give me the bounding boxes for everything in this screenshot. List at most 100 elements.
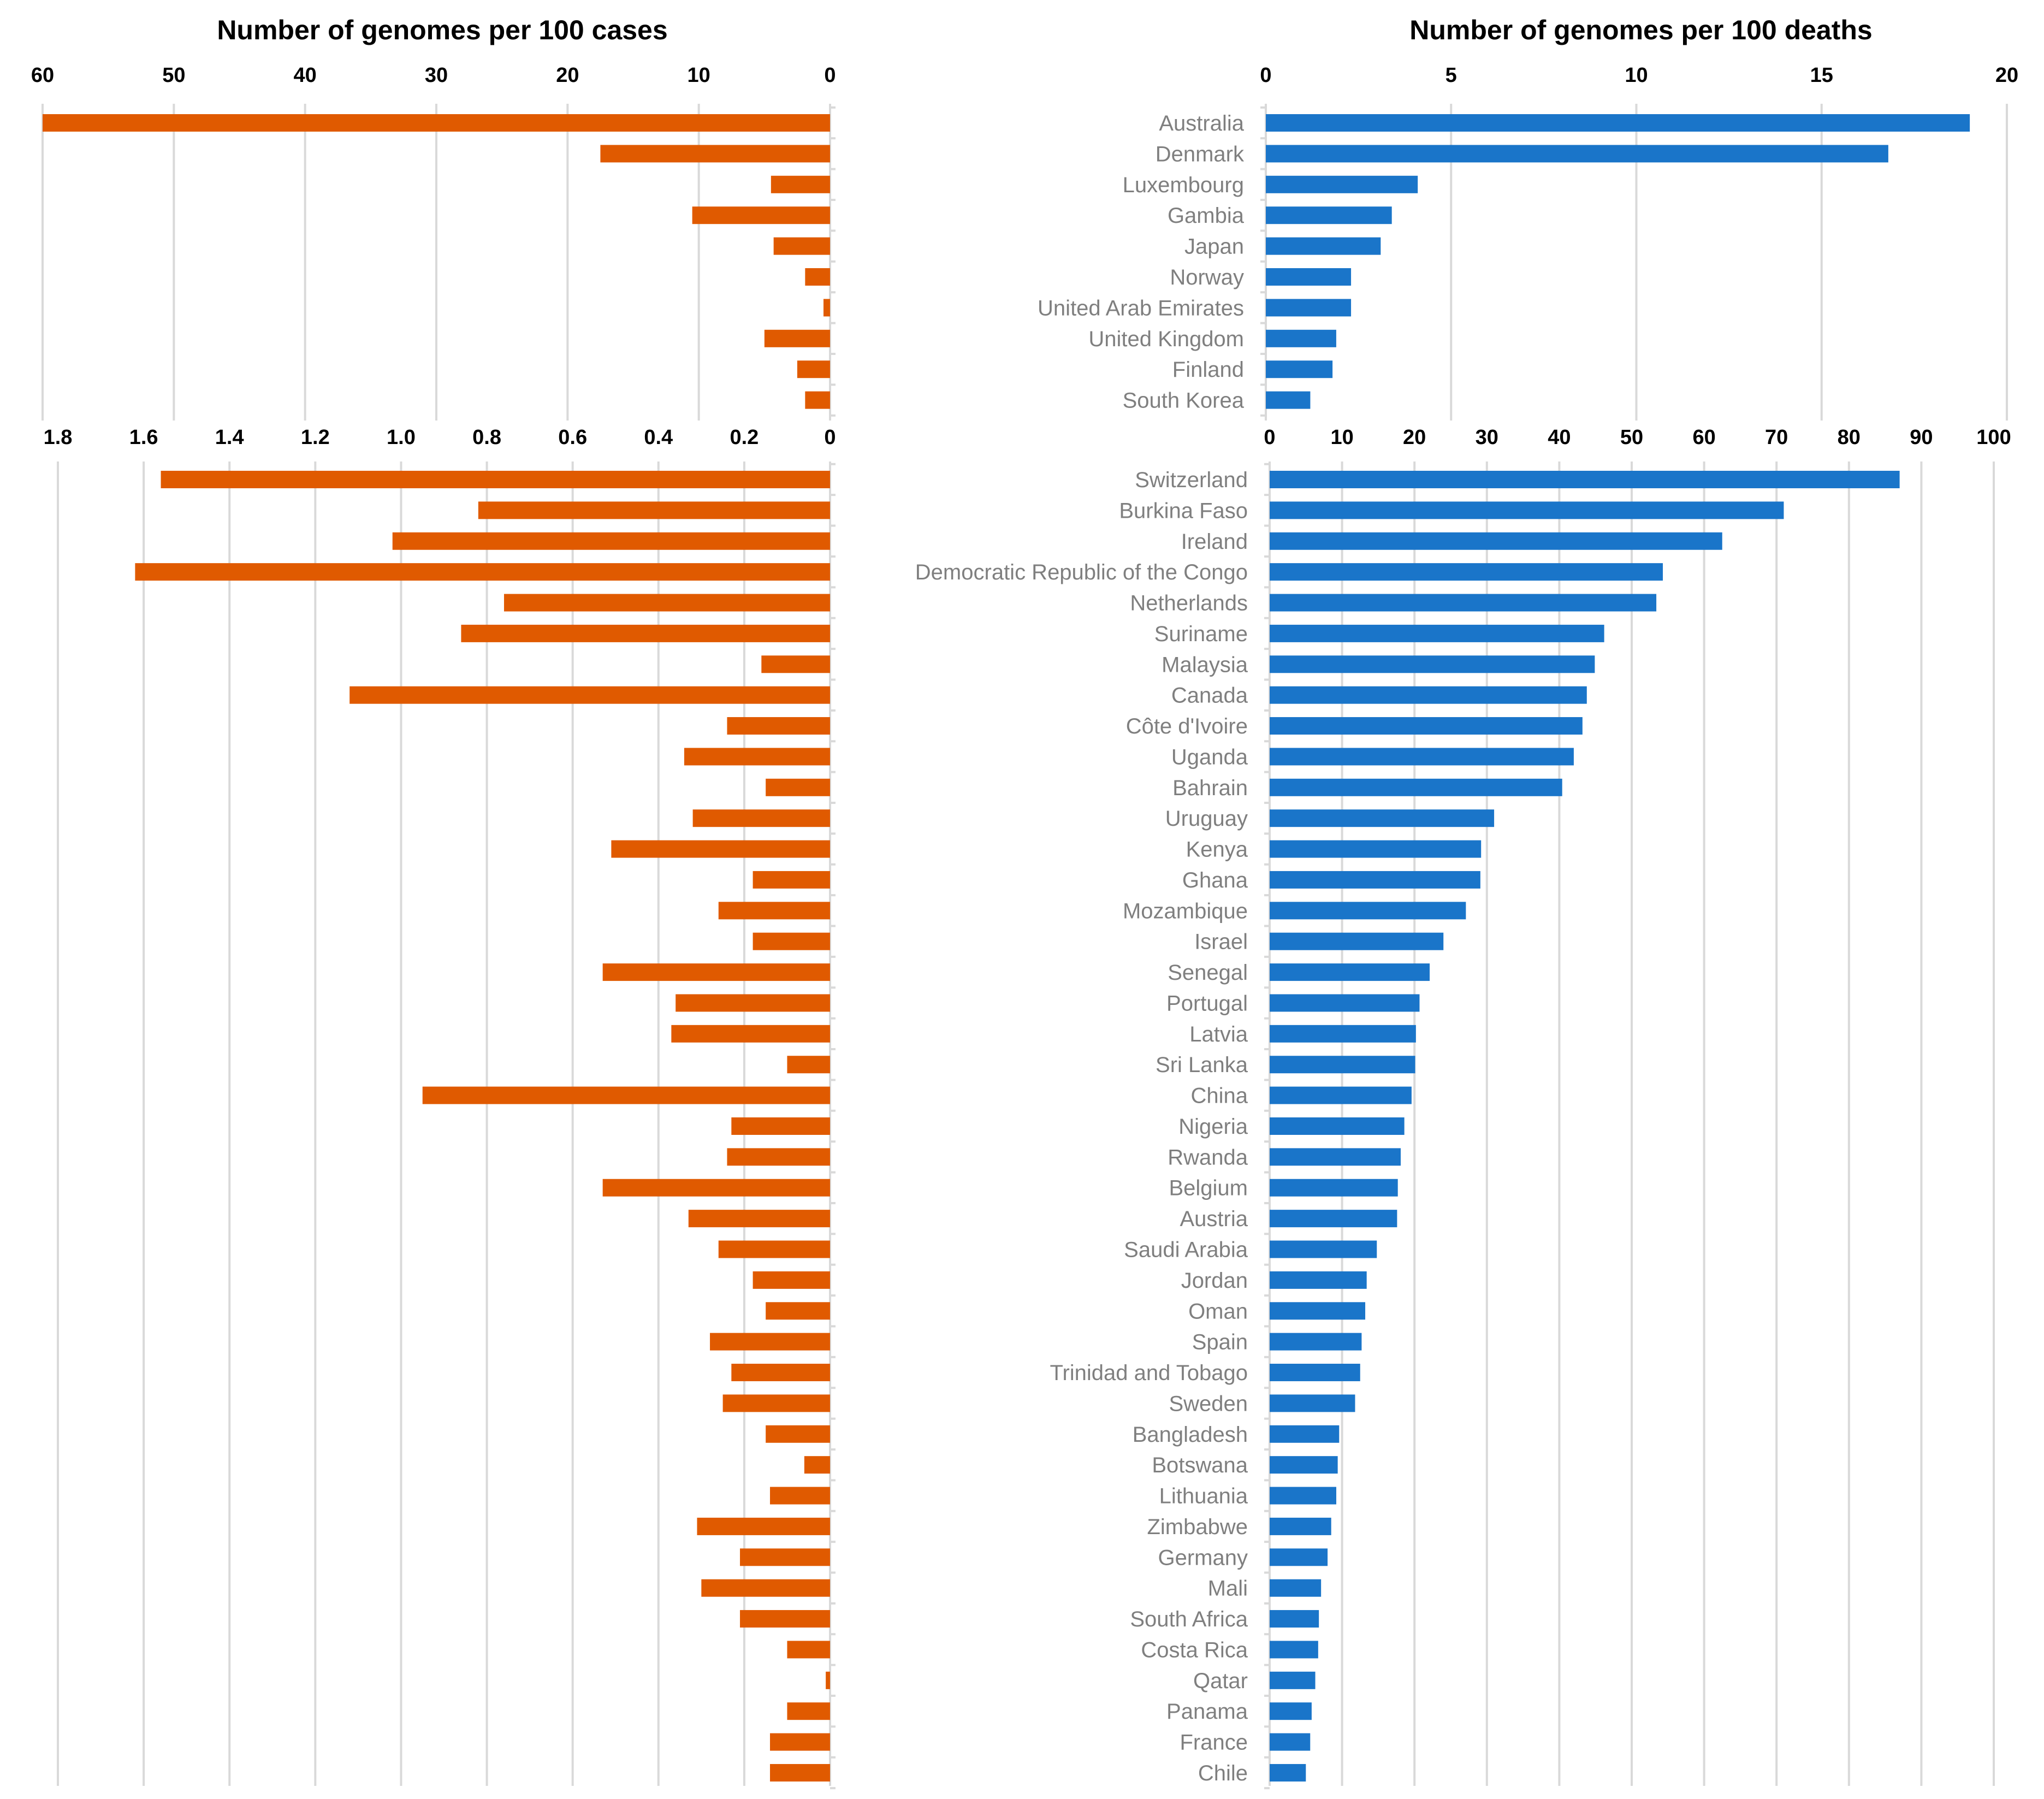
- cases-bottom-bar-kenya: [611, 840, 830, 858]
- cases-bottom-bar-china: [422, 1086, 830, 1104]
- cases-bottom-bar-democratic-republic-of-the-congo: [135, 563, 830, 581]
- deaths-top-category-label: Australia: [1159, 111, 1244, 135]
- deaths-bottom-category-label: Israel: [1194, 930, 1248, 954]
- deaths-top-tick-label: 10: [1625, 64, 1648, 87]
- cases-bottom-bar-costa-rica: [787, 1641, 830, 1659]
- deaths-top-bar-japan: [1266, 237, 1381, 255]
- cases-bottom-bar-south-africa: [740, 1610, 830, 1628]
- cases-bottom-bar-spain: [710, 1333, 830, 1351]
- cases-bottom-bar-bahrain: [766, 778, 830, 796]
- deaths-bottom-bar-mozambique: [1270, 902, 1466, 920]
- deaths-bottom-bar-cote-d-ivoire: [1270, 717, 1583, 735]
- deaths-bottom-category-label: Nigeria: [1178, 1115, 1248, 1139]
- cases-bottom-bar-uganda: [684, 748, 830, 766]
- deaths-bottom-category-label: Panama: [1166, 1700, 1248, 1724]
- cases-top-tick-label: 60: [31, 64, 54, 87]
- deaths-bottom-category-label: Trinidad and Tobago: [1050, 1361, 1248, 1385]
- cases-bottom-bar-netherlands: [503, 594, 830, 612]
- deaths-bottom-category-label: Ireland: [1181, 530, 1248, 554]
- deaths-bottom-category-label: Latvia: [1189, 1022, 1248, 1046]
- deaths-bottom-category-label: Côte d'Ivoire: [1126, 714, 1248, 738]
- deaths-bottom-category-label: Burkina Faso: [1119, 499, 1248, 523]
- deaths-bottom-bar-spain: [1270, 1333, 1362, 1351]
- cases-bottom-bar-bangladesh: [766, 1425, 830, 1443]
- deaths-bottom-bar-costa-rica: [1270, 1641, 1318, 1659]
- cases-bottom-bar-suriname: [461, 624, 830, 642]
- deaths-top-tick-label: 5: [1445, 64, 1457, 87]
- cases-top-tick-label: 20: [556, 64, 579, 87]
- deaths-bottom-bar-chile: [1270, 1764, 1306, 1782]
- deaths-bottom-category-label: Bangladesh: [1133, 1423, 1248, 1447]
- deaths-bottom-bar-qatar: [1270, 1671, 1316, 1689]
- deaths-bottom-bar-botswana: [1270, 1456, 1338, 1474]
- deaths-bottom-bar-nigeria: [1270, 1117, 1405, 1135]
- deaths-bottom-bar-sri-lanka: [1270, 1056, 1415, 1074]
- cases-bottom-bar-austria: [688, 1210, 830, 1228]
- deaths-bottom-tick-label: 40: [1548, 426, 1571, 449]
- deaths-bottom-category-label: Lithuania: [1159, 1484, 1248, 1508]
- deaths-bottom-category-label: France: [1180, 1731, 1248, 1755]
- cases-bottom-bar-france: [770, 1733, 830, 1751]
- deaths-top-tick-label: 15: [1810, 64, 1833, 87]
- deaths-bottom-bar-bangladesh: [1270, 1425, 1340, 1443]
- cases-bottom-bar-senegal: [602, 963, 830, 981]
- cases-bottom-bar-saudi-arabia: [718, 1240, 830, 1258]
- deaths-bottom-bar-trinidad-and-tobago: [1270, 1364, 1360, 1382]
- deaths-bottom-bar-china: [1270, 1086, 1412, 1104]
- deaths-bottom-bar-portugal: [1270, 994, 1420, 1012]
- cases-top-bar-united-arab-emirates: [823, 299, 830, 317]
- deaths-bottom-category-label: Canada: [1171, 684, 1248, 708]
- deaths-bottom-tick-label: 70: [1765, 426, 1788, 449]
- deaths-bottom-tick-label: 0: [1264, 426, 1275, 449]
- deaths-top-title: Number of genomes per 100 deaths: [1409, 15, 1872, 45]
- deaths-bottom-bar-democratic-republic-of-the-congo: [1270, 563, 1663, 581]
- deaths-bottom-category-label: Portugal: [1166, 991, 1248, 1015]
- deaths-bottom-tick-label: 80: [1838, 426, 1861, 449]
- deaths-bottom-category-label: Uganda: [1171, 745, 1248, 769]
- deaths-bottom-category-label: Malaysia: [1162, 653, 1248, 677]
- deaths-bottom-category-label: Democratic Republic of the Congo: [915, 560, 1248, 584]
- deaths-top-tick-label: 0: [1260, 64, 1271, 87]
- deaths-bottom-bar-jordan: [1270, 1271, 1367, 1289]
- deaths-top-category-label: Gambia: [1168, 204, 1245, 228]
- cases-bottom-bar-burkina-faso: [478, 501, 830, 519]
- deaths-top-category-label: Finland: [1172, 358, 1244, 382]
- cases-top-tick-label: 50: [162, 64, 185, 87]
- cases-bottom-tick-label: 1.8: [44, 426, 73, 449]
- cases-bottom-tick-label: 0.6: [558, 426, 587, 449]
- deaths-bottom-category-label: Belgium: [1169, 1176, 1248, 1200]
- deaths-bottom-tick-label: 50: [1620, 426, 1643, 449]
- cases-bottom-bar-mozambique: [718, 902, 830, 920]
- deaths-bottom-bar-belgium: [1270, 1179, 1398, 1197]
- cases-bottom-bar-rwanda: [727, 1148, 830, 1166]
- cases-bottom-bar-uruguay: [692, 809, 830, 827]
- deaths-bottom-category-label: Sweden: [1169, 1392, 1248, 1416]
- deaths-bottom-category-label: Chile: [1198, 1761, 1248, 1785]
- cases-bottom-bar-sri-lanka: [787, 1056, 830, 1074]
- deaths-bottom-bar-sweden: [1270, 1394, 1355, 1412]
- deaths-bottom-category-label: Jordan: [1181, 1269, 1248, 1293]
- deaths-bottom-category-label: Germany: [1158, 1546, 1248, 1570]
- cases-bottom-bar-botswana: [804, 1456, 830, 1474]
- deaths-bottom-category-label: Bahrain: [1172, 776, 1248, 800]
- deaths-bottom-category-label: Ghana: [1182, 868, 1248, 892]
- deaths-bottom-category-label: Kenya: [1186, 838, 1248, 862]
- deaths-bottom-bar-bahrain: [1270, 778, 1562, 796]
- cases-top-bar-australia: [43, 114, 830, 132]
- deaths-bottom-category-label: Saudi Arabia: [1124, 1238, 1248, 1262]
- deaths-top-category-label: United Arab Emirates: [1038, 296, 1244, 320]
- cases-bottom-bar-nigeria: [731, 1117, 830, 1135]
- deaths-top-category-label: United Kingdom: [1088, 327, 1244, 351]
- deaths-top-bar-australia: [1266, 114, 1970, 132]
- deaths-bottom-category-label: Netherlands: [1130, 591, 1248, 616]
- deaths-bottom-category-label: Spain: [1192, 1330, 1248, 1354]
- deaths-bottom-category-label: Sri Lanka: [1156, 1053, 1248, 1077]
- deaths-bottom-category-label: Mozambique: [1123, 899, 1248, 923]
- deaths-top-bar-south-korea: [1266, 391, 1311, 409]
- deaths-bottom-category-label: Mali: [1208, 1577, 1248, 1601]
- deaths-bottom-category-label: China: [1190, 1084, 1248, 1108]
- deaths-bottom-category-label: South Africa: [1130, 1607, 1248, 1631]
- deaths-bottom-tick-label: 90: [1910, 426, 1933, 449]
- deaths-bottom-bar-rwanda: [1270, 1148, 1401, 1166]
- deaths-bottom-tick-label: 10: [1330, 426, 1353, 449]
